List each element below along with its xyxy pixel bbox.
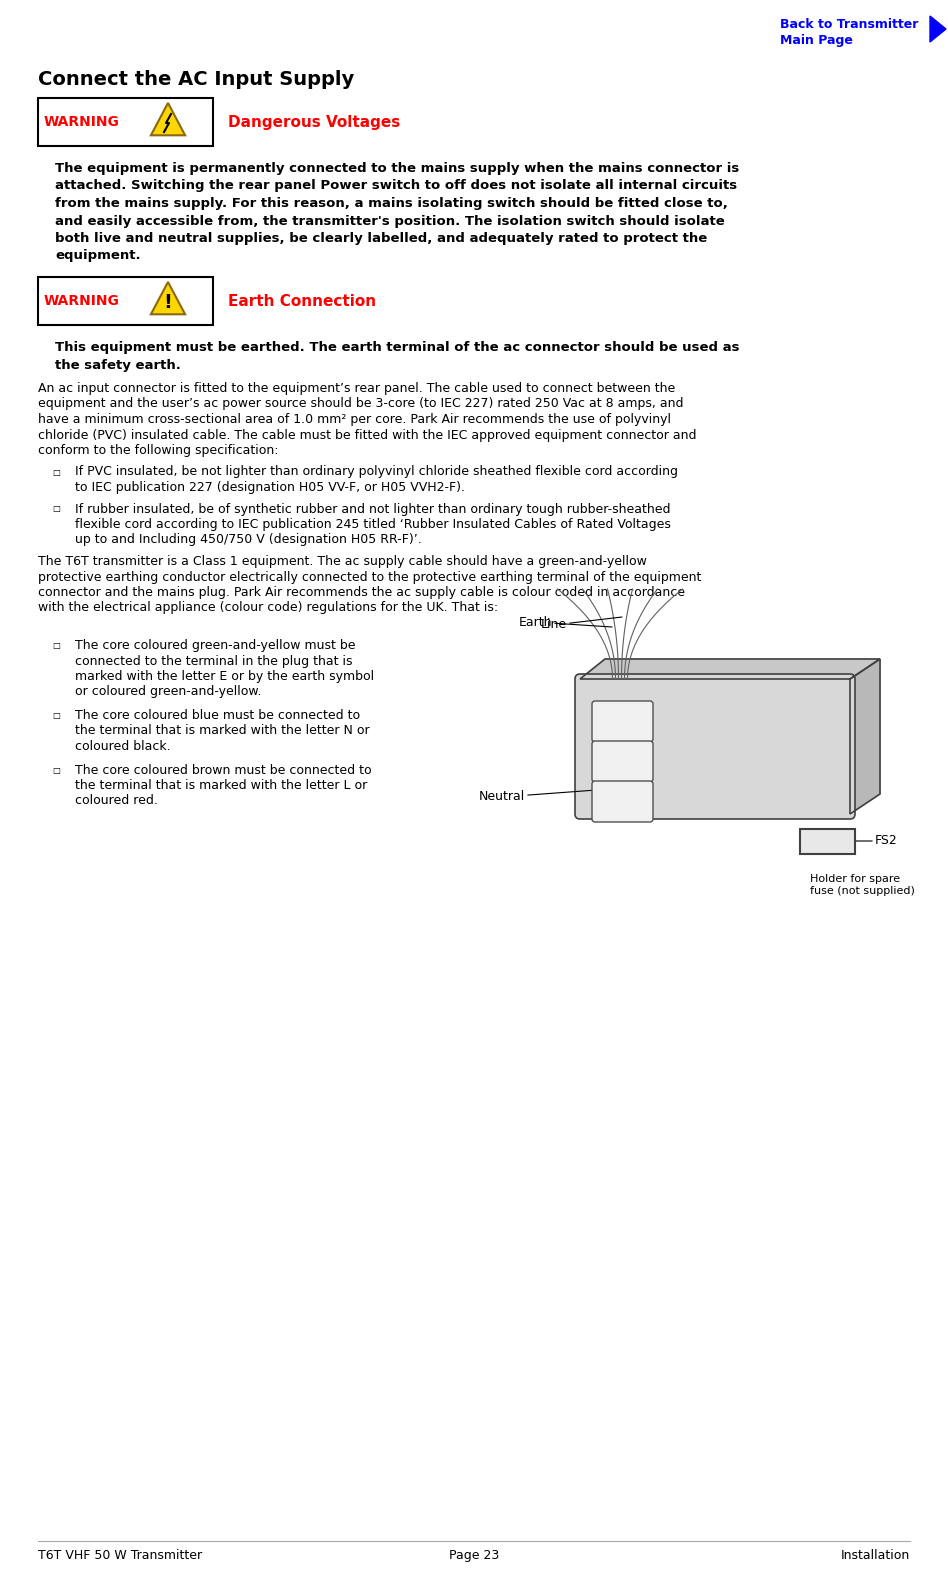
FancyBboxPatch shape [592, 741, 653, 782]
Text: The core coloured green-and-yellow must be: The core coloured green-and-yellow must … [75, 638, 356, 653]
Text: Back to Transmitter: Back to Transmitter [780, 18, 919, 30]
Text: Line: Line [541, 618, 622, 632]
Text: equipment and the user’s ac power source should be 3-core (to IEC 227) rated 250: equipment and the user’s ac power source… [38, 397, 684, 410]
Text: □: □ [52, 468, 60, 477]
Text: This equipment must be earthed. The earth terminal of the ac connector should be: This equipment must be earthed. The eart… [55, 342, 739, 354]
Text: Earth: Earth [519, 616, 612, 629]
Text: conform to the following specification:: conform to the following specification: [38, 444, 279, 456]
Text: □: □ [52, 766, 60, 774]
Text: connector and the mains plug. Park Air recommends the ac supply cable is colour : connector and the mains plug. Park Air r… [38, 586, 685, 598]
Text: connected to the terminal in the plug that is: connected to the terminal in the plug th… [75, 654, 353, 667]
FancyBboxPatch shape [592, 780, 653, 822]
Text: T6T VHF 50 W Transmitter: T6T VHF 50 W Transmitter [38, 1550, 202, 1562]
Polygon shape [930, 16, 946, 41]
FancyBboxPatch shape [800, 828, 855, 854]
Text: to IEC publication 227 (designation H05 VV-F, or H05 VVH2-F).: to IEC publication 227 (designation H05 … [75, 480, 465, 495]
Text: coloured black.: coloured black. [75, 741, 171, 753]
Text: The core coloured blue must be connected to: The core coloured blue must be connected… [75, 709, 360, 721]
Text: The T6T transmitter is a Class 1 equipment. The ac supply cable should have a gr: The T6T transmitter is a Class 1 equipme… [38, 555, 647, 568]
Text: Earth Connection: Earth Connection [228, 294, 376, 308]
Polygon shape [151, 282, 185, 314]
Text: chloride (PVC) insulated cable. The cable must be fitted with the IEC approved e: chloride (PVC) insulated cable. The cabl… [38, 428, 697, 442]
Text: Connect the AC Input Supply: Connect the AC Input Supply [38, 70, 355, 89]
Polygon shape [850, 659, 880, 814]
Text: An ac input connector is fitted to the equipment’s rear panel. The cable used to: An ac input connector is fitted to the e… [38, 381, 675, 394]
Text: □: □ [52, 710, 60, 720]
Text: !: ! [164, 294, 173, 313]
Text: with the electrical appliance (colour code) regulations for the UK. That is:: with the electrical appliance (colour co… [38, 602, 498, 614]
Text: up to and Including 450/750 V (designation H05 RR-F)’.: up to and Including 450/750 V (designati… [75, 533, 422, 546]
Text: from the mains supply. For this reason, a mains isolating switch should be fitte: from the mains supply. For this reason, … [55, 196, 728, 211]
Text: Installation: Installation [841, 1550, 910, 1562]
Text: Page 23: Page 23 [448, 1550, 500, 1562]
Text: equipment.: equipment. [55, 249, 140, 262]
Text: the terminal that is marked with the letter N or: the terminal that is marked with the let… [75, 725, 370, 737]
Text: the safety earth.: the safety earth. [55, 359, 181, 372]
Text: Holder for spare
fuse (not supplied): Holder for spare fuse (not supplied) [810, 875, 915, 897]
Text: WARNING: WARNING [44, 294, 119, 308]
Text: If rubber insulated, be of synthetic rubber and not lighter than ordinary tough : If rubber insulated, be of synthetic rub… [75, 503, 670, 516]
Text: protective earthing conductor electrically connected to the protective earthing : protective earthing conductor electrical… [38, 570, 702, 584]
Text: Dangerous Voltages: Dangerous Voltages [228, 115, 400, 129]
Polygon shape [151, 104, 185, 136]
Text: □: □ [52, 642, 60, 650]
Text: the terminal that is marked with the letter L or: the terminal that is marked with the let… [75, 779, 367, 792]
Text: WARNING: WARNING [44, 115, 119, 129]
Text: both live and neutral supplies, be clearly labelled, and adequately rated to pro: both live and neutral supplies, be clear… [55, 231, 707, 246]
FancyBboxPatch shape [38, 278, 213, 326]
Text: and easily accessible from, the transmitter's position. The isolation switch sho: and easily accessible from, the transmit… [55, 214, 725, 228]
Text: The core coloured brown must be connected to: The core coloured brown must be connecte… [75, 763, 372, 777]
FancyBboxPatch shape [38, 97, 213, 145]
Text: attached. Switching the rear panel Power switch to off does not isolate all inte: attached. Switching the rear panel Power… [55, 179, 738, 193]
Text: If PVC insulated, be not lighter than ordinary polyvinyl chloride sheathed flexi: If PVC insulated, be not lighter than or… [75, 466, 678, 479]
Text: □: □ [52, 504, 60, 514]
FancyBboxPatch shape [592, 701, 653, 742]
Text: FS2: FS2 [855, 835, 898, 847]
Text: coloured red.: coloured red. [75, 795, 158, 808]
Text: Neutral: Neutral [479, 788, 610, 803]
Text: The equipment is permanently connected to the mains supply when the mains connec: The equipment is permanently connected t… [55, 163, 739, 176]
Text: flexible cord according to IEC publication 245 titled ‘Rubber Insulated Cables o: flexible cord according to IEC publicati… [75, 519, 671, 531]
Text: marked with the letter E or by the earth symbol: marked with the letter E or by the earth… [75, 670, 374, 683]
Text: or coloured green-and-yellow.: or coloured green-and-yellow. [75, 686, 262, 699]
Polygon shape [580, 659, 880, 678]
Text: have a minimum cross-sectional area of 1.0 mm² per core. Park Air recommends the: have a minimum cross-sectional area of 1… [38, 413, 671, 426]
FancyBboxPatch shape [575, 674, 855, 819]
Text: Main Page: Main Page [780, 34, 853, 46]
